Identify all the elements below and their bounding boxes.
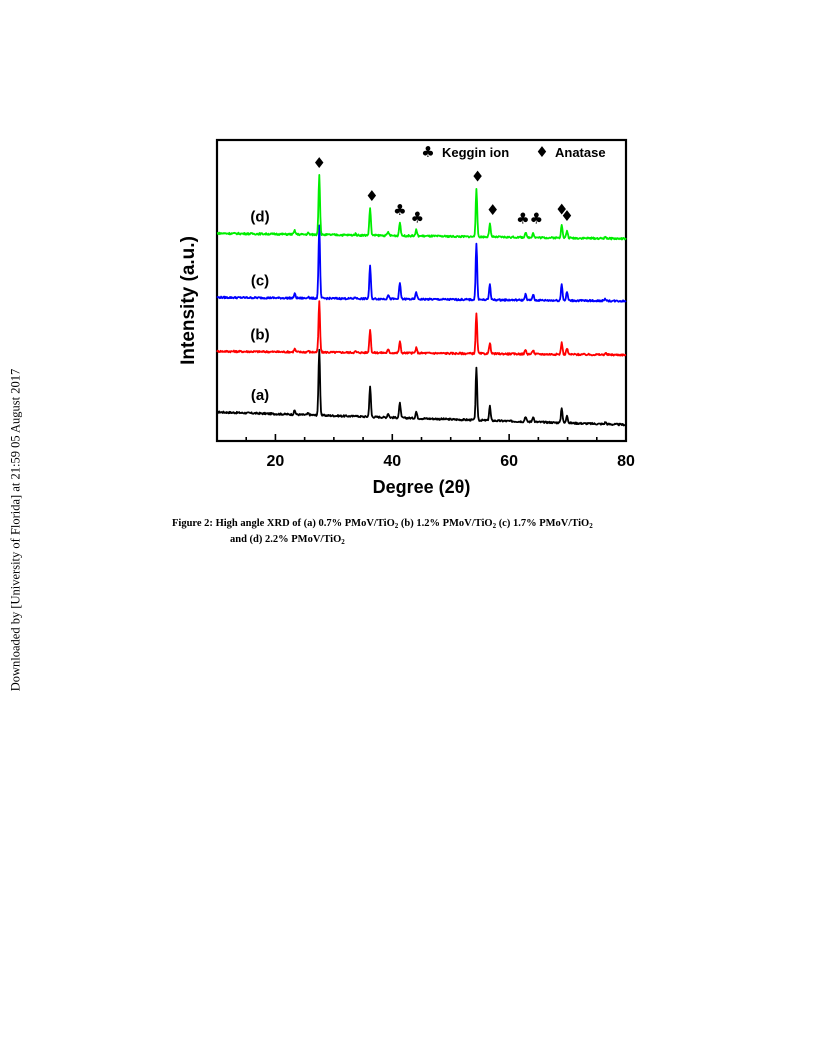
- caption-text: (b) 1.2% PMoV/TiO: [398, 518, 493, 529]
- series-line-d: [216, 173, 627, 241]
- series-line-c: [216, 224, 627, 303]
- legend-keggin-symbol: ♣: [421, 143, 434, 161]
- caption-text: (c) 1.7% PMoV/TiO: [496, 518, 590, 529]
- series-label: (d): [250, 208, 269, 225]
- series-line-a: [216, 348, 627, 427]
- caption-line-1: High angle XRD of (a) 0.7% PMoV/TiO2 (b)…: [215, 518, 593, 530]
- figure-caption: Figure 2: High angle XRD of (a) 0.7% PMo…: [172, 517, 652, 549]
- series-label: (b): [250, 326, 269, 343]
- x-tick-label: 80: [617, 453, 635, 470]
- keggin-marker: ♣: [411, 208, 424, 226]
- legend-keggin-label: Keggin ion: [442, 145, 509, 160]
- y-axis-title: Intensity (a.u.): [178, 236, 199, 365]
- caption-subscript: 2: [589, 522, 593, 530]
- legend-anatase-label: Anatase: [555, 145, 606, 160]
- legend-anatase-symbol: ♦: [535, 143, 548, 161]
- series-label: (c): [251, 272, 269, 289]
- x-axis-title: Degree (2θ): [373, 477, 471, 497]
- caption-subscript: 2: [492, 522, 497, 530]
- anatase-marker: ♦: [313, 154, 326, 172]
- x-tick-label: 40: [383, 453, 401, 470]
- plot-frame: [215, 138, 628, 443]
- series-line-b: [216, 300, 627, 357]
- anatase-marker: ♦: [560, 207, 573, 225]
- x-tick-label: 20: [267, 453, 285, 470]
- anatase-marker: ♦: [486, 201, 499, 219]
- x-tick-label: 60: [500, 453, 518, 470]
- keggin-marker: ♣♣: [516, 209, 543, 227]
- series-label: (a): [251, 387, 269, 404]
- caption-line-2: and (d) 2.2% PMoV/TiO2: [172, 533, 652, 549]
- anatase-marker: ♦: [555, 200, 568, 218]
- caption-text: and (d) 2.2% PMoV/TiO: [230, 534, 342, 545]
- caption-subscript: 2: [394, 522, 399, 530]
- caption-text: High angle XRD of (a) 0.7% PMoV/TiO: [215, 518, 395, 529]
- keggin-marker: ♣: [393, 201, 406, 219]
- anatase-marker: ♦: [471, 167, 484, 185]
- caption-label: Figure 2:: [172, 518, 213, 529]
- caption-subscript: 2: [341, 538, 345, 546]
- anatase-marker: ♦: [365, 187, 378, 205]
